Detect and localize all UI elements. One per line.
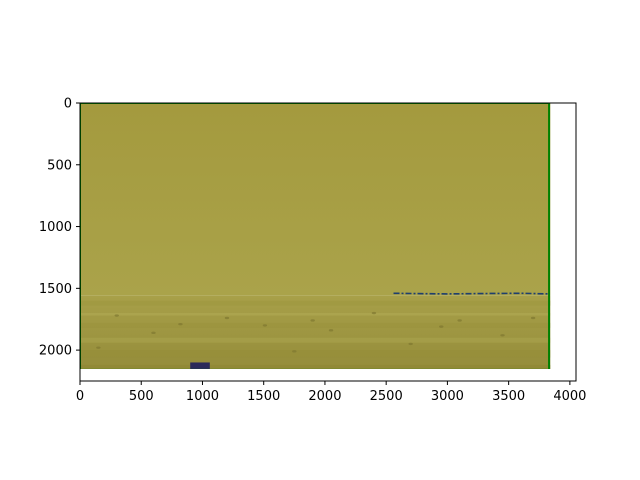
plot-area <box>80 103 551 369</box>
y-tick-label: 500 <box>47 158 72 173</box>
x-tick-label: 500 <box>129 389 154 404</box>
bush-speck <box>530 316 536 320</box>
bush-speck <box>500 334 505 337</box>
y-tick-label: 2000 <box>39 344 72 359</box>
overlay-layer <box>80 103 551 369</box>
x-tick-label: 1500 <box>247 389 280 404</box>
ground-band <box>80 350 551 358</box>
bush-speck <box>310 319 315 322</box>
bush-speck <box>457 319 462 322</box>
bush-speck <box>224 316 230 320</box>
bush-speck <box>292 350 297 353</box>
frame-outline <box>80 103 551 369</box>
x-tick-label: 2000 <box>308 389 341 404</box>
sky-region <box>80 103 551 296</box>
ground-band <box>80 300 551 306</box>
y-tick-label: 1000 <box>39 220 72 235</box>
axes-frame <box>79 102 577 382</box>
ground-band <box>80 364 551 369</box>
x-tick-label: 2500 <box>370 389 403 404</box>
bush-speck <box>371 311 377 315</box>
ground-region <box>80 295 551 369</box>
y-tick-label: 1500 <box>39 282 72 297</box>
horizon-line <box>393 292 550 295</box>
bush-speck <box>178 322 183 326</box>
bush-speck <box>408 342 413 346</box>
bush-speck <box>328 329 334 332</box>
x-axis: 0 500 1000 1500 2000 2500 3000 3500 4000 <box>76 381 586 404</box>
bush-speck <box>151 331 156 335</box>
bush-speck <box>114 314 119 317</box>
bush-speck <box>439 325 444 328</box>
dark-object <box>190 362 210 369</box>
ground-band <box>80 322 551 328</box>
x-tick-label: 3000 <box>431 389 464 404</box>
bush-speck <box>262 324 268 327</box>
x-tick-label: 1000 <box>186 389 219 404</box>
ground-band <box>80 313 551 316</box>
bush-speck <box>96 346 101 349</box>
y-axis: 0 500 1000 1500 2000 <box>39 97 80 359</box>
x-tick-label: 3500 <box>492 389 525 404</box>
ground-band <box>80 337 551 343</box>
y-tick-label: 0 <box>64 97 72 112</box>
x-tick-label: 4000 <box>553 389 586 404</box>
x-tick-label: 0 <box>76 389 84 404</box>
landscape-image <box>80 103 551 369</box>
